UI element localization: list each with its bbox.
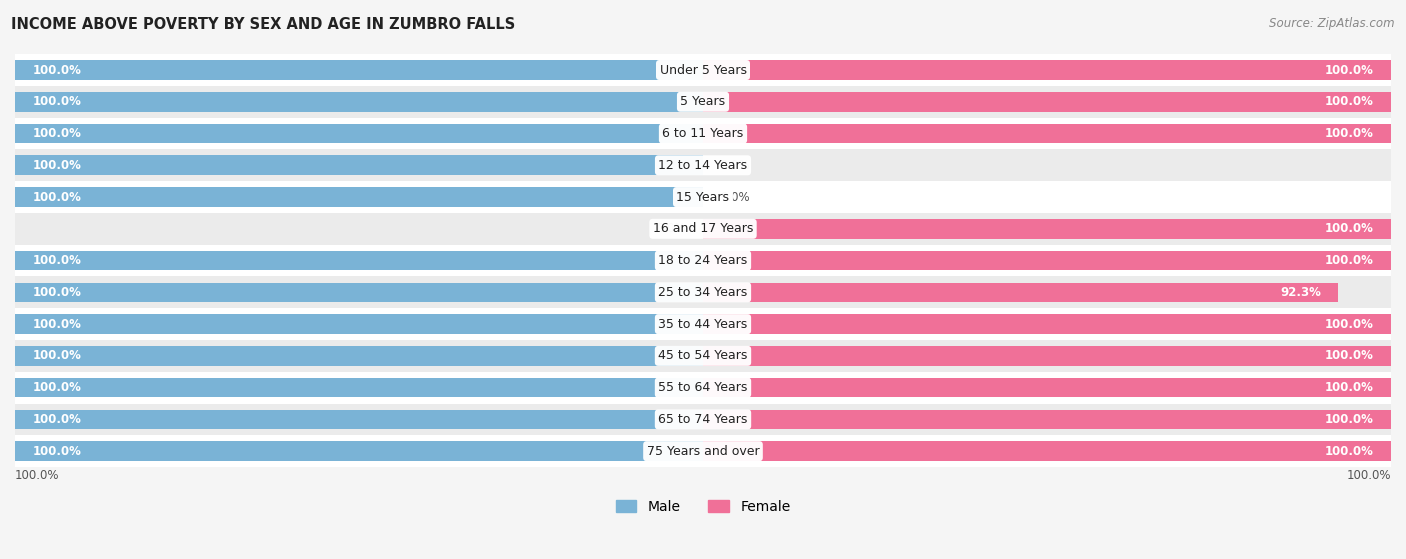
Bar	[15, 54, 1391, 86]
Text: 100.0%: 100.0%	[32, 159, 82, 172]
Bar	[15, 187, 703, 207]
Text: 45 to 54 Years: 45 to 54 Years	[658, 349, 748, 362]
Text: 100.0%: 100.0%	[32, 95, 82, 108]
Text: 100.0%: 100.0%	[32, 191, 82, 203]
Bar	[703, 124, 1391, 143]
Bar	[15, 404, 1391, 435]
Bar	[703, 282, 1339, 302]
Text: 100.0%: 100.0%	[1324, 254, 1374, 267]
Bar	[15, 251, 703, 271]
Text: 100.0%: 100.0%	[1324, 64, 1374, 77]
Bar	[15, 346, 703, 366]
Bar	[15, 117, 1391, 149]
Text: 100.0%: 100.0%	[32, 349, 82, 362]
Bar	[15, 277, 1391, 308]
Text: 0.0%: 0.0%	[720, 191, 749, 203]
Text: 100.0%: 100.0%	[32, 127, 82, 140]
Legend: Male, Female: Male, Female	[616, 500, 790, 514]
Bar	[703, 410, 1391, 429]
Bar	[703, 251, 1391, 271]
Bar	[15, 372, 1391, 404]
Bar	[15, 441, 703, 461]
Bar	[15, 378, 703, 397]
Bar	[703, 219, 1391, 239]
Text: 15 Years: 15 Years	[676, 191, 730, 203]
Bar	[15, 435, 1391, 467]
Text: 65 to 74 Years: 65 to 74 Years	[658, 413, 748, 426]
Text: 100.0%: 100.0%	[1324, 318, 1374, 330]
Text: INCOME ABOVE POVERTY BY SEX AND AGE IN ZUMBRO FALLS: INCOME ABOVE POVERTY BY SEX AND AGE IN Z…	[11, 17, 516, 32]
Text: 100.0%: 100.0%	[32, 413, 82, 426]
Text: 100.0%: 100.0%	[32, 318, 82, 330]
Bar	[703, 60, 1391, 80]
Text: 100.0%: 100.0%	[1324, 413, 1374, 426]
Bar	[15, 86, 1391, 117]
Bar	[15, 60, 703, 80]
Text: 55 to 64 Years: 55 to 64 Years	[658, 381, 748, 394]
Text: 100.0%: 100.0%	[1324, 444, 1374, 458]
Text: 100.0%: 100.0%	[32, 254, 82, 267]
Text: 16 and 17 Years: 16 and 17 Years	[652, 222, 754, 235]
Text: 100.0%: 100.0%	[1324, 95, 1374, 108]
Bar	[15, 124, 703, 143]
Text: 75 Years and over: 75 Years and over	[647, 444, 759, 458]
Text: 5 Years: 5 Years	[681, 95, 725, 108]
Text: 100.0%: 100.0%	[15, 468, 59, 482]
Bar	[15, 155, 703, 175]
Text: 100.0%: 100.0%	[1324, 127, 1374, 140]
Text: 100.0%: 100.0%	[1324, 349, 1374, 362]
Text: 0.0%: 0.0%	[720, 159, 749, 172]
Text: 12 to 14 Years: 12 to 14 Years	[658, 159, 748, 172]
Bar	[15, 314, 703, 334]
Text: Source: ZipAtlas.com: Source: ZipAtlas.com	[1270, 17, 1395, 30]
Bar	[15, 410, 703, 429]
Bar	[15, 213, 1391, 245]
Bar	[15, 92, 703, 112]
Text: 100.0%: 100.0%	[1347, 468, 1391, 482]
Text: 100.0%: 100.0%	[32, 444, 82, 458]
Bar	[15, 308, 1391, 340]
Text: 100.0%: 100.0%	[1324, 222, 1374, 235]
Text: 100.0%: 100.0%	[32, 64, 82, 77]
Text: 100.0%: 100.0%	[32, 381, 82, 394]
Text: Under 5 Years: Under 5 Years	[659, 64, 747, 77]
Text: 92.3%: 92.3%	[1279, 286, 1320, 299]
Bar	[15, 282, 703, 302]
Text: 100.0%: 100.0%	[32, 286, 82, 299]
Text: 25 to 34 Years: 25 to 34 Years	[658, 286, 748, 299]
Text: 100.0%: 100.0%	[1324, 381, 1374, 394]
Bar	[703, 346, 1391, 366]
Text: 0.0%: 0.0%	[657, 222, 686, 235]
Bar	[703, 314, 1391, 334]
Bar	[15, 245, 1391, 277]
Bar	[15, 340, 1391, 372]
Text: 18 to 24 Years: 18 to 24 Years	[658, 254, 748, 267]
Bar	[703, 378, 1391, 397]
Text: 35 to 44 Years: 35 to 44 Years	[658, 318, 748, 330]
Bar	[703, 441, 1391, 461]
Bar	[15, 149, 1391, 181]
Bar	[703, 92, 1391, 112]
Text: 6 to 11 Years: 6 to 11 Years	[662, 127, 744, 140]
Bar	[15, 181, 1391, 213]
